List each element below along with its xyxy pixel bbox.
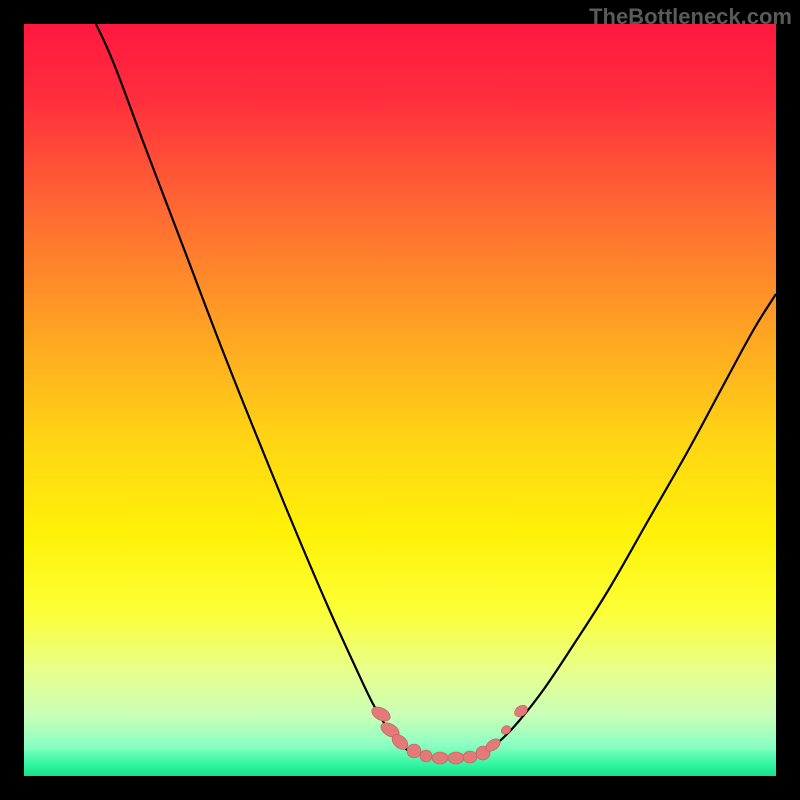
chart-plot-area [24, 24, 776, 776]
marker-dot [407, 744, 421, 758]
marker-dot [420, 750, 432, 762]
marker-dot [463, 751, 477, 763]
marker-dot [432, 752, 448, 764]
gradient-background [24, 24, 776, 776]
marker-dot [448, 752, 464, 764]
attribution-text: TheBottleneck.com [589, 4, 792, 30]
gradient-chart [24, 24, 776, 776]
